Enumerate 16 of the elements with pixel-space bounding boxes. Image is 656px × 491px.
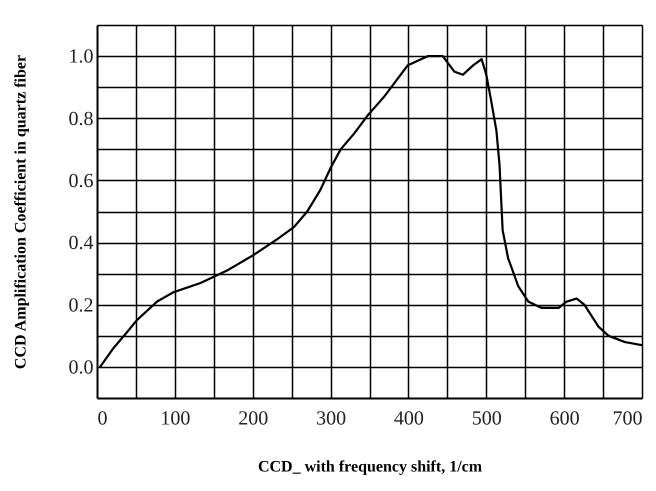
x-tick-label: 0: [98, 408, 108, 430]
y-tick-label: 0.6: [68, 170, 94, 192]
y-axis-title: CCD Amplification Coefficient in quartz fiber: [12, 54, 30, 370]
x-tick-label: 100: [160, 408, 190, 430]
x-tick-label: 400: [394, 408, 424, 430]
x-tick-label: 700: [612, 408, 642, 430]
y-tick-label: 0.0: [68, 356, 94, 378]
x-tick-label: 500: [472, 408, 502, 430]
y-tick-label: 0.4: [68, 232, 94, 254]
y-tick-label: 1.0: [68, 46, 94, 68]
x-tick-label: 200: [238, 408, 268, 430]
x-axis-title: CCD_ with frequency shift, 1/cm: [258, 458, 483, 476]
y-tick-label: 0.8: [68, 108, 94, 130]
y-tick-label: 0.2: [68, 294, 94, 316]
x-tick-label: 600: [550, 408, 580, 430]
x-tick-label: 300: [316, 408, 346, 430]
